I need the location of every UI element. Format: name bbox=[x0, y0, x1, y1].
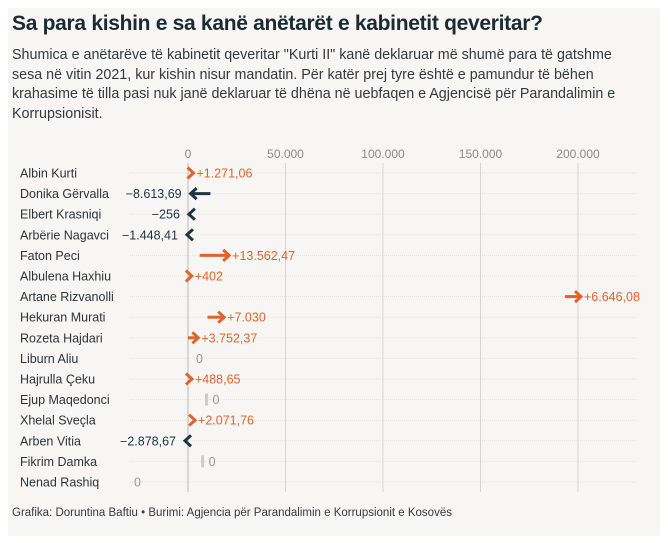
value-label: +1.271,06 bbox=[196, 167, 252, 181]
row-name-label: Faton Peci bbox=[20, 249, 80, 263]
row-name-label: Xhelal Sveçla bbox=[20, 414, 96, 428]
value-label: 0 bbox=[134, 476, 141, 490]
no-change-marker bbox=[201, 455, 205, 468]
decrease-arrow-head-icon bbox=[184, 228, 194, 242]
decrease-arrow-head-icon bbox=[186, 207, 196, 221]
value-label: 0 bbox=[209, 455, 216, 469]
increase-arrow-head-icon bbox=[191, 331, 201, 345]
row-name-label: Fikrim Damka bbox=[20, 455, 97, 469]
arrow-chart: 0 50.000 100.000 150.000 200.000 Albin Kurti +… bbox=[20, 147, 640, 492]
increase-arrow-head-icon bbox=[217, 310, 227, 324]
increase-arrow-head-icon bbox=[186, 166, 196, 180]
row-name-label: Donika Gërvalla bbox=[20, 187, 109, 201]
value-label: −2.878,67 bbox=[120, 434, 176, 448]
increase-arrow-head-icon bbox=[184, 269, 195, 283]
row-name-label: Albin Kurti bbox=[20, 167, 77, 181]
row-name-label: Elbert Krasniqi bbox=[20, 208, 101, 222]
row-name-label: Hekuran Murati bbox=[20, 311, 105, 325]
value-label: +402 bbox=[195, 270, 223, 284]
row-name-label: Artane Rizvanolli bbox=[20, 290, 114, 304]
x-tick-label: 200.000 bbox=[556, 147, 600, 161]
decrease-arrow-head-icon bbox=[188, 186, 198, 201]
x-tick-label: 150.000 bbox=[459, 147, 503, 161]
value-label: +2.071,76 bbox=[198, 414, 254, 428]
row-name-label: Ejup Maqedonci bbox=[20, 393, 110, 407]
row-name-label: Hajrulla Çeku bbox=[20, 373, 95, 387]
value-label: +6.646,08 bbox=[584, 290, 640, 304]
value-label: 0 bbox=[196, 352, 203, 366]
chart-title: Sa para kishin e sa kanë anëtarët e kabi… bbox=[12, 12, 543, 35]
row-name-label: Albulena Haxhiu bbox=[20, 270, 111, 284]
x-tick-label: 100.000 bbox=[361, 147, 405, 161]
row-name-label: Arbërie Nagavci bbox=[20, 228, 109, 242]
value-label: +7.030 bbox=[227, 311, 266, 325]
value-label: +488,65 bbox=[195, 373, 241, 387]
chart-card bbox=[8, 8, 660, 536]
increase-arrow-head-icon bbox=[573, 289, 584, 304]
chart-subtitle: Shumica e anëtarëve të kabinetit qeverit… bbox=[12, 47, 616, 122]
row-name-label: Nenad Rashiq bbox=[20, 476, 99, 490]
row-name-label: Liburn Aliu bbox=[20, 352, 78, 366]
increase-arrow-head-icon bbox=[184, 372, 195, 386]
value-label: −256 bbox=[152, 208, 180, 222]
x-tick-label: 0 bbox=[185, 147, 192, 161]
value-label: 0 bbox=[213, 393, 220, 407]
value-label: +13.562,47 bbox=[232, 249, 295, 263]
no-change-marker bbox=[205, 393, 209, 406]
row-name-label: Rozeta Hajdari bbox=[20, 331, 103, 345]
x-tick-label: 50.000 bbox=[267, 147, 304, 161]
increase-arrow-head-icon bbox=[222, 248, 232, 263]
value-label: +3.752,37 bbox=[201, 331, 257, 345]
value-label: −1.448,41 bbox=[122, 228, 178, 242]
chart-credit: Grafika: Doruntina Baftiu • Burimi: Agje… bbox=[12, 507, 452, 519]
row-name-label: Arben Vitia bbox=[20, 434, 81, 448]
increase-arrow-head-icon bbox=[188, 413, 198, 427]
decrease-arrow-head-icon bbox=[182, 434, 193, 448]
value-label: −8.613,69 bbox=[126, 187, 182, 201]
